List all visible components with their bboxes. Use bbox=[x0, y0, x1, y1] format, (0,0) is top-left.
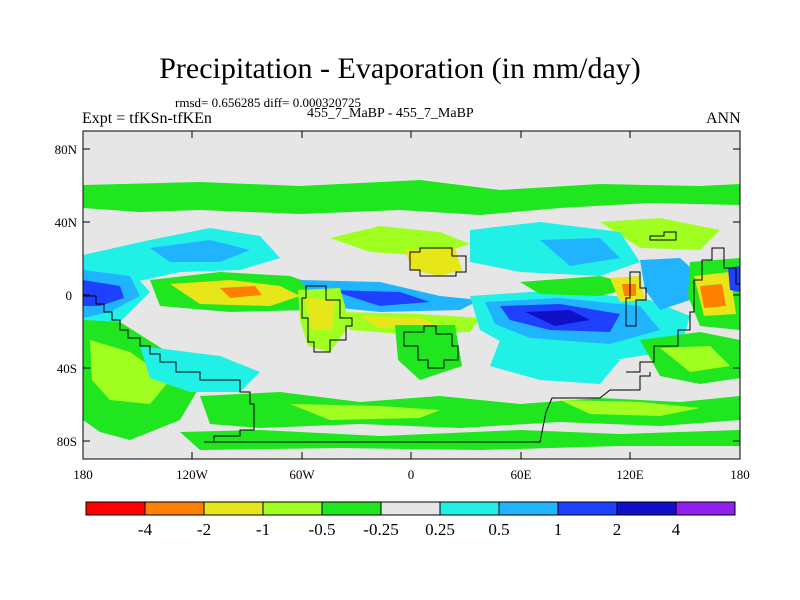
colorbar-swatch bbox=[262, 501, 323, 516]
field-region bbox=[330, 290, 430, 306]
field-region bbox=[560, 400, 700, 416]
colorbar-label: 2 bbox=[613, 520, 622, 539]
field-region bbox=[728, 266, 740, 292]
colorbar-swatch bbox=[675, 501, 736, 516]
field-region bbox=[180, 430, 740, 450]
lat-label: 40S bbox=[57, 361, 77, 376]
field-region bbox=[640, 258, 700, 310]
map-panel bbox=[82, 130, 741, 460]
field-region bbox=[395, 325, 462, 380]
colorbar-swatch bbox=[439, 501, 500, 516]
colorbar-label: -0.25 bbox=[363, 520, 398, 539]
colorbar: -4 -2 -1 -0.5 -0.25 0.25 0.5 1 2 4 bbox=[85, 501, 736, 539]
colorbar-label: -4 bbox=[138, 520, 153, 539]
field-region bbox=[660, 346, 730, 372]
lon-label: 180 bbox=[730, 467, 750, 482]
lat-label: 40N bbox=[55, 215, 78, 230]
lon-label: 60W bbox=[289, 467, 315, 482]
lat-label: 0 bbox=[66, 288, 73, 303]
colorbar-swatch bbox=[203, 501, 264, 516]
lat-label: 80S bbox=[57, 434, 77, 449]
lon-label: 120E bbox=[616, 467, 644, 482]
field-region bbox=[540, 238, 620, 266]
field-region bbox=[83, 180, 740, 215]
colorbar-label: -2 bbox=[197, 520, 211, 539]
lon-label: 60E bbox=[511, 467, 532, 482]
lat-labels: 80N 40N 0 40S 80S bbox=[55, 142, 78, 449]
colorbar-label: 0.25 bbox=[425, 520, 455, 539]
lon-label: 180 bbox=[73, 467, 93, 482]
lat-label: 80N bbox=[55, 142, 78, 157]
colorbar-swatch bbox=[380, 501, 441, 516]
coastline-americas bbox=[83, 295, 255, 443]
experiment-label: Expt = tfKSn-tfKEn bbox=[82, 110, 212, 127]
coastline-africa-south bbox=[403, 325, 459, 369]
field-region bbox=[520, 276, 640, 296]
colorbar-label: -0.5 bbox=[309, 520, 336, 539]
field-region bbox=[90, 340, 170, 404]
lon-label: 0 bbox=[408, 467, 415, 482]
colorbar-swatch bbox=[557, 501, 618, 516]
contour-field bbox=[83, 180, 740, 450]
season-label: ANN bbox=[706, 110, 741, 127]
field-region bbox=[150, 240, 250, 262]
coastline-asia bbox=[625, 271, 647, 327]
field-region bbox=[700, 284, 726, 308]
field-region bbox=[600, 218, 720, 250]
coastlines bbox=[83, 231, 740, 443]
field-region bbox=[305, 298, 335, 330]
lon-label: 120W bbox=[176, 467, 209, 482]
stats-line: rmsd= 0.656285 diff= 0.000320725 bbox=[175, 95, 361, 110]
field-region bbox=[83, 280, 124, 306]
case-label: 455_7_MaBP - 455_7_MaBP bbox=[307, 106, 474, 121]
field-region bbox=[525, 310, 590, 326]
colorbar-label: -1 bbox=[256, 520, 270, 539]
colorbar-label: 0.5 bbox=[488, 520, 509, 539]
colorbar-swatch bbox=[144, 501, 205, 516]
coastline-australia bbox=[626, 247, 740, 373]
lon-labels: 180 120W 60W 0 60E 120E 180 bbox=[73, 467, 750, 482]
colorbar-swatch bbox=[616, 501, 677, 516]
field-region bbox=[290, 404, 440, 420]
axis-ticks bbox=[83, 131, 740, 459]
colorbar-label: 4 bbox=[672, 520, 681, 539]
field-region bbox=[220, 286, 262, 298]
colorbar-swatch bbox=[321, 501, 382, 516]
field-region bbox=[490, 340, 620, 384]
coastline-south-america bbox=[301, 285, 353, 353]
coastline-north bbox=[649, 231, 677, 241]
coastline-africa bbox=[409, 247, 467, 277]
colorbar-label: 1 bbox=[554, 520, 563, 539]
field-region bbox=[622, 284, 636, 296]
coastline-antarctica bbox=[204, 372, 651, 443]
plot-title: Precipitation - Evaporation (in mm/day) bbox=[159, 52, 641, 85]
colorbar-swatch bbox=[85, 501, 146, 516]
field-region bbox=[405, 248, 462, 276]
colorbar-swatch bbox=[498, 501, 559, 516]
